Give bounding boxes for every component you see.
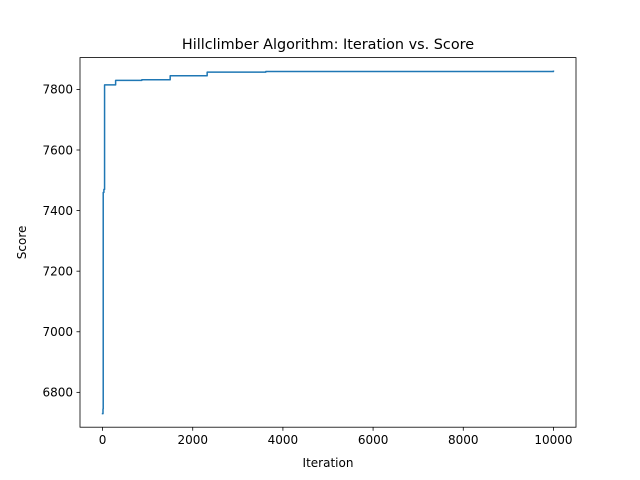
x-axis-label: Iteration xyxy=(303,456,354,470)
x-tick-label: 10000 xyxy=(534,433,572,447)
y-tick-label: 7800 xyxy=(42,83,73,97)
x-tick-label: 8000 xyxy=(448,433,479,447)
y-axis-label: Score xyxy=(15,226,29,260)
x-tick-label: 2000 xyxy=(177,433,208,447)
y-axis-ticks: 6800 7000 7200 7400 7600 7800 xyxy=(42,83,80,400)
x-tick-label: 6000 xyxy=(358,433,389,447)
y-tick-label: 7600 xyxy=(42,143,73,157)
y-tick-label: 7400 xyxy=(42,204,73,218)
y-tick-label: 6800 xyxy=(42,386,73,400)
x-tick-label: 0 xyxy=(99,433,107,447)
axes-spines xyxy=(79,57,577,428)
plot-area xyxy=(80,57,576,428)
y-tick-label: 7200 xyxy=(42,264,73,278)
series-line-0 xyxy=(101,70,555,415)
x-tick-label: 4000 xyxy=(268,433,299,447)
series-layer xyxy=(101,70,555,415)
chart-title: Hillclimber Algorithm: Iteration vs. Sco… xyxy=(182,37,474,53)
x-axis-ticks: 0 2000 4000 6000 8000 10000 xyxy=(99,427,573,447)
axes-frame xyxy=(79,57,577,428)
y-tick-label: 7000 xyxy=(42,325,73,339)
